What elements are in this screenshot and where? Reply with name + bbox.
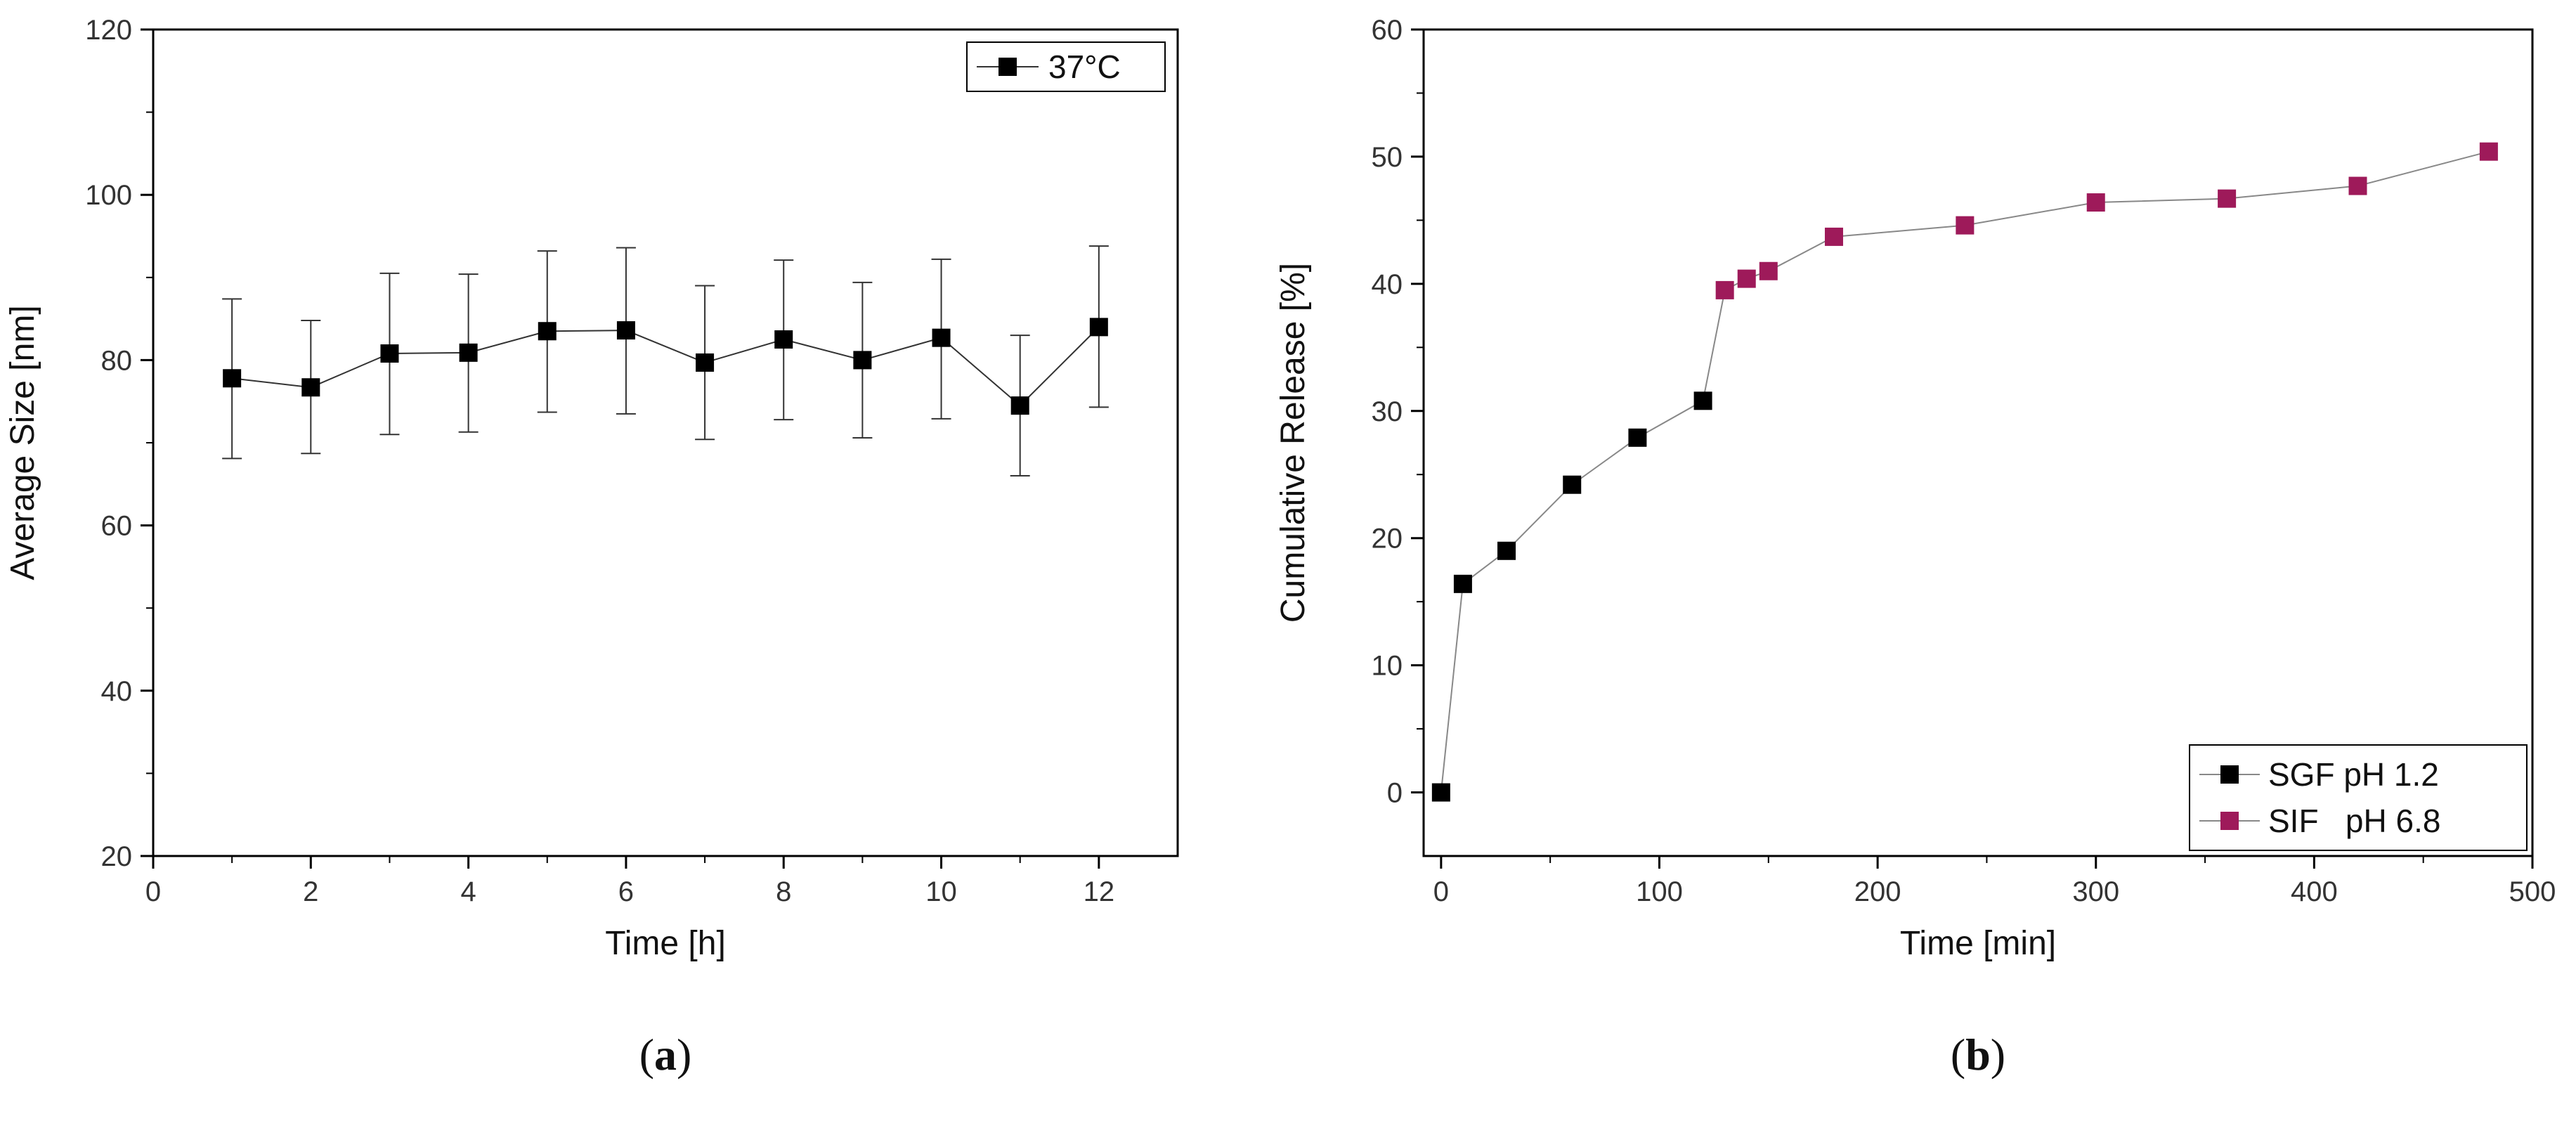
panel-a-markers [223, 318, 1108, 415]
a-y-tick-label: 120 [85, 15, 132, 46]
data-point-marker [932, 328, 951, 347]
panel-b-x-axis-label: Time [min] [1900, 925, 2056, 962]
b-y-tick-label: 40 [1372, 269, 1403, 300]
b-y-tick-label: 60 [1372, 15, 1403, 46]
a-y-tick-label: 20 [101, 841, 133, 872]
panel-a-legend: 37°C [966, 41, 1166, 92]
b-y-tick-label: 10 [1372, 651, 1403, 682]
data-point-marker [1089, 318, 1108, 337]
data-point-marker [853, 351, 872, 370]
b-y-tick-label: 0 [1387, 778, 1403, 809]
a-x-tick-label: 0 [145, 876, 161, 907]
data-point-marker [380, 344, 399, 363]
data-point-marker [1010, 396, 1029, 415]
data-point-marker [696, 353, 715, 372]
panel-b-legend-label-sgf: SGF pH 1.2 [2268, 756, 2439, 793]
a-y-tick-label: 40 [101, 676, 133, 707]
data-point-marker-sif [2086, 193, 2105, 212]
b-y-tick-label: 50 [1372, 142, 1403, 173]
data-point-marker-sif [2479, 142, 2498, 161]
panel-a-x-axis-label: Time [h] [605, 925, 726, 962]
panel-b-y-axis-label: Cumulative Release [%] [1275, 263, 1312, 623]
data-point-marker-sif [2218, 189, 2237, 208]
b-x-tick-label: 0 [1433, 876, 1449, 907]
panel-a-caption-letter: a [654, 1030, 677, 1079]
data-point-marker-sif [1824, 227, 1843, 246]
b-x-tick-label: 300 [2072, 876, 2119, 907]
data-point-marker [616, 321, 635, 340]
panel-b-y-axis: 0 10 20 30 40 50 60 [1372, 15, 1424, 809]
data-point-marker-sgf [1453, 574, 1472, 593]
b-x-tick-label: 100 [1636, 876, 1683, 907]
data-point-marker-sgf [1497, 541, 1516, 560]
data-point-marker-sif [1956, 216, 1975, 235]
panel-a-y-axis-label: Average Size [nm] [4, 305, 41, 580]
panel-b-caption-letter: b [1965, 1030, 1991, 1079]
panel-b-plot-frame [1422, 28, 2534, 857]
panel-b-caption: (b) [1951, 1030, 2005, 1079]
panel-a-series-line [232, 326, 1100, 407]
data-point-marker-sgf [1431, 783, 1450, 802]
data-point-marker [459, 343, 478, 362]
a-y-tick-label: 80 [101, 345, 133, 376]
panel-a-legend-marker [998, 58, 1017, 76]
a-y-tick-label: 100 [85, 180, 132, 211]
b-y-tick-label: 20 [1372, 524, 1403, 554]
b-x-tick-label: 400 [2291, 876, 2338, 907]
data-point-marker [223, 369, 242, 388]
data-point-marker-sgf [1628, 428, 1647, 447]
panel-a-legend-label: 37°C [1048, 48, 1121, 85]
data-point-marker-sif [2348, 176, 2367, 195]
panel-a-chart: 0 2 4 6 8 10 12 20 40 60 80 100 120 Time [h] Averag… [4, 15, 1179, 1079]
b-y-tick-label: 30 [1372, 396, 1403, 427]
panel-b-markers [1431, 142, 2498, 802]
a-x-tick-label: 8 [776, 876, 791, 907]
b-x-tick-label: 200 [1854, 876, 1901, 907]
panel-a-x-axis: 0 2 4 6 8 10 12 [145, 856, 1114, 907]
data-point-marker [774, 330, 793, 349]
data-point-marker [301, 378, 320, 397]
panel-b-series-line [1440, 150, 2490, 793]
data-point-marker-sif [1715, 280, 1734, 299]
panel-b-chart: 0 100 200 300 400 500 0 10 20 30 40 50 60 Time [min… [1275, 15, 2556, 1079]
data-point-marker-sif [1737, 269, 1756, 288]
panel-a-plot-frame [152, 28, 1179, 857]
a-y-tick-label: 60 [101, 511, 133, 542]
data-point-marker-sif [1759, 261, 1778, 280]
panel-b-legend-marker-sif [2220, 812, 2239, 830]
b-x-tick-label: 500 [2509, 876, 2556, 907]
panel-b-legend-marker-sgf [2220, 765, 2239, 784]
a-x-tick-label: 6 [618, 876, 634, 907]
panel-a-caption: (a) [639, 1030, 692, 1079]
a-x-tick-label: 4 [460, 876, 476, 907]
data-point-marker-sgf [1693, 391, 1712, 410]
panel-b-legend: SGF pH 1.2 SIF pH 6.8 [2189, 744, 2528, 851]
panel-b-legend-box [2189, 744, 2528, 851]
panel-b-legend-label-sif: SIF pH 6.8 [2268, 803, 2440, 839]
data-point-marker [538, 322, 557, 341]
a-x-tick-label: 2 [303, 876, 318, 907]
a-x-tick-label: 12 [1084, 876, 1115, 907]
panel-a-y-axis: 20 40 60 80 100 120 [85, 15, 153, 872]
data-point-marker-sgf [1563, 475, 1582, 494]
a-x-tick-label: 10 [925, 876, 957, 907]
panel-b-x-axis: 0 100 200 300 400 500 [1433, 856, 2556, 907]
panel-a-error-bars [222, 245, 1109, 477]
